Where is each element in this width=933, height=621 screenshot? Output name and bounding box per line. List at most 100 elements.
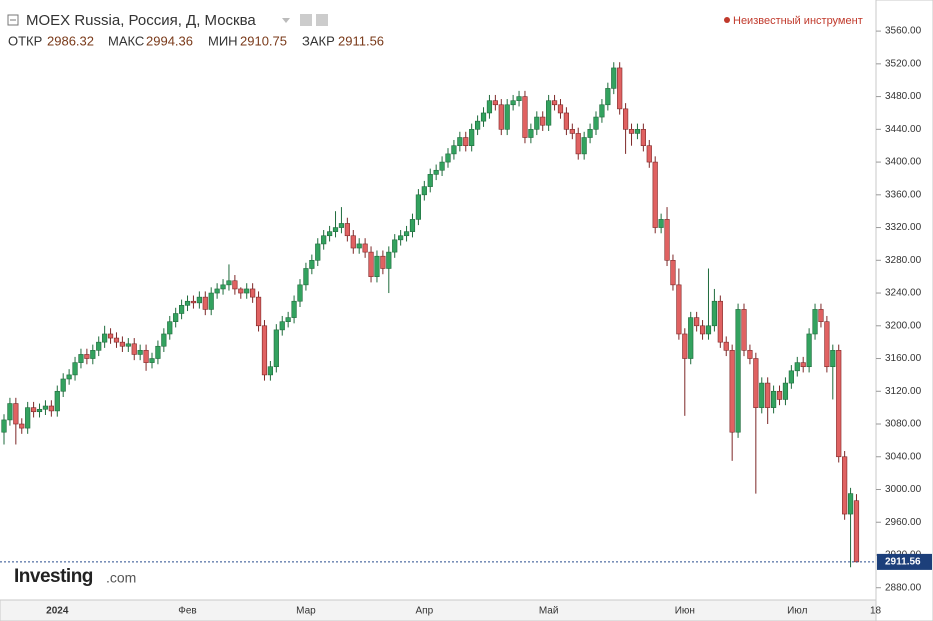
candle-body	[368, 251, 374, 277]
settings-icon[interactable]	[300, 14, 312, 26]
candle-body	[273, 329, 279, 368]
candle-body	[682, 333, 688, 359]
candle-body	[196, 296, 202, 304]
candle-body	[699, 325, 706, 335]
candle-body	[486, 100, 493, 114]
candle-body	[143, 350, 149, 363]
candle-body	[208, 292, 214, 310]
candle-body	[30, 407, 37, 413]
legend-label: Неизвестный инструмент	[733, 15, 863, 27]
x-tick-label: Май	[539, 606, 559, 617]
collapse-icon[interactable]	[7, 14, 19, 26]
x-tick-label: 2024	[46, 606, 69, 617]
candle-body	[102, 333, 108, 343]
candle-body	[107, 333, 114, 339]
dropdown-arrow[interactable]	[282, 18, 290, 23]
candle-body	[214, 288, 220, 294]
candle-body	[705, 325, 712, 335]
candle-body	[1, 419, 7, 433]
candle-body	[220, 284, 226, 290]
candle-body	[285, 317, 291, 322]
candle-body	[179, 305, 185, 314]
candle-body	[326, 231, 333, 237]
y-tick-label: 3400.00	[885, 157, 922, 168]
candle-body	[155, 345, 161, 359]
ohlc-value: 2986.32	[47, 33, 94, 48]
candle-body	[60, 378, 66, 392]
candle-body	[800, 362, 806, 368]
candle-body	[19, 423, 25, 429]
candle-body	[149, 358, 155, 363]
y-tick-label: 3520.00	[885, 58, 922, 69]
y-tick-label: 2960.00	[885, 517, 922, 528]
candle-body	[587, 129, 593, 138]
candle-body	[658, 219, 664, 228]
candle-body	[759, 382, 765, 408]
candle-body	[380, 255, 386, 269]
candle-body	[611, 67, 617, 89]
candle-body	[451, 145, 457, 155]
price-tag	[877, 553, 932, 570]
candle-body	[770, 390, 777, 408]
candle-body	[291, 300, 297, 318]
ohlc-value: 2994.36	[146, 33, 193, 48]
y-tick-label: 3240.00	[885, 288, 922, 299]
candle-body	[563, 112, 569, 130]
candle-body	[575, 133, 581, 155]
candle-body	[628, 129, 635, 134]
candle-body	[374, 255, 380, 277]
brand: Investing	[14, 566, 93, 587]
candle-body	[492, 100, 498, 106]
candle-body	[824, 321, 830, 368]
candle-body	[480, 112, 487, 122]
candle-body	[42, 405, 49, 410]
y-tick-label: 3200.00	[885, 320, 922, 331]
candle-body	[634, 129, 641, 134]
candle-body	[664, 219, 670, 261]
candle-body	[386, 251, 392, 269]
candle-body	[321, 235, 327, 245]
y-tick-label: 3000.00	[885, 484, 922, 495]
candle-body	[723, 341, 729, 351]
candle-body	[522, 96, 528, 138]
candle-body	[842, 456, 848, 515]
candle-body	[72, 362, 78, 376]
candle-body	[676, 284, 682, 335]
candle-body	[445, 153, 451, 163]
candle-body	[409, 219, 416, 232]
candle-body	[741, 309, 747, 351]
candle-body	[694, 317, 700, 327]
candle-body	[66, 374, 72, 380]
candle-body	[652, 161, 658, 228]
candle-body	[794, 362, 800, 372]
settings-icon[interactable]	[316, 14, 328, 26]
candle-body	[782, 382, 789, 400]
candle-body	[622, 108, 629, 130]
candle-body	[244, 288, 250, 294]
y-tick-label: 3040.00	[885, 451, 922, 462]
y-tick-label: 3480.00	[885, 91, 922, 102]
candle-body	[403, 231, 410, 237]
y-tick-label: 2880.00	[885, 582, 922, 593]
y-tick-label: 3560.00	[885, 26, 922, 37]
candle-body	[433, 169, 439, 175]
candle-body	[765, 382, 771, 408]
candle-body	[84, 354, 90, 359]
y-tick-label: 3360.00	[885, 189, 922, 200]
candle-body	[190, 300, 197, 304]
candle-body	[688, 317, 694, 359]
ohlc-value: 2911.56	[338, 33, 384, 48]
candle-body	[847, 493, 854, 515]
x-tick-label: Июл	[787, 606, 807, 617]
ohlc-value: 2910.75	[240, 33, 287, 48]
candle-body	[167, 321, 173, 335]
candle-body	[640, 129, 646, 147]
candle-body	[421, 186, 427, 196]
ohlc-label: ЗАКР	[302, 33, 335, 48]
candle-body	[605, 88, 611, 106]
x-tick-label: 18	[870, 606, 882, 617]
candle-body	[392, 239, 398, 253]
candle-body	[569, 129, 575, 134]
candle-body	[226, 280, 232, 286]
